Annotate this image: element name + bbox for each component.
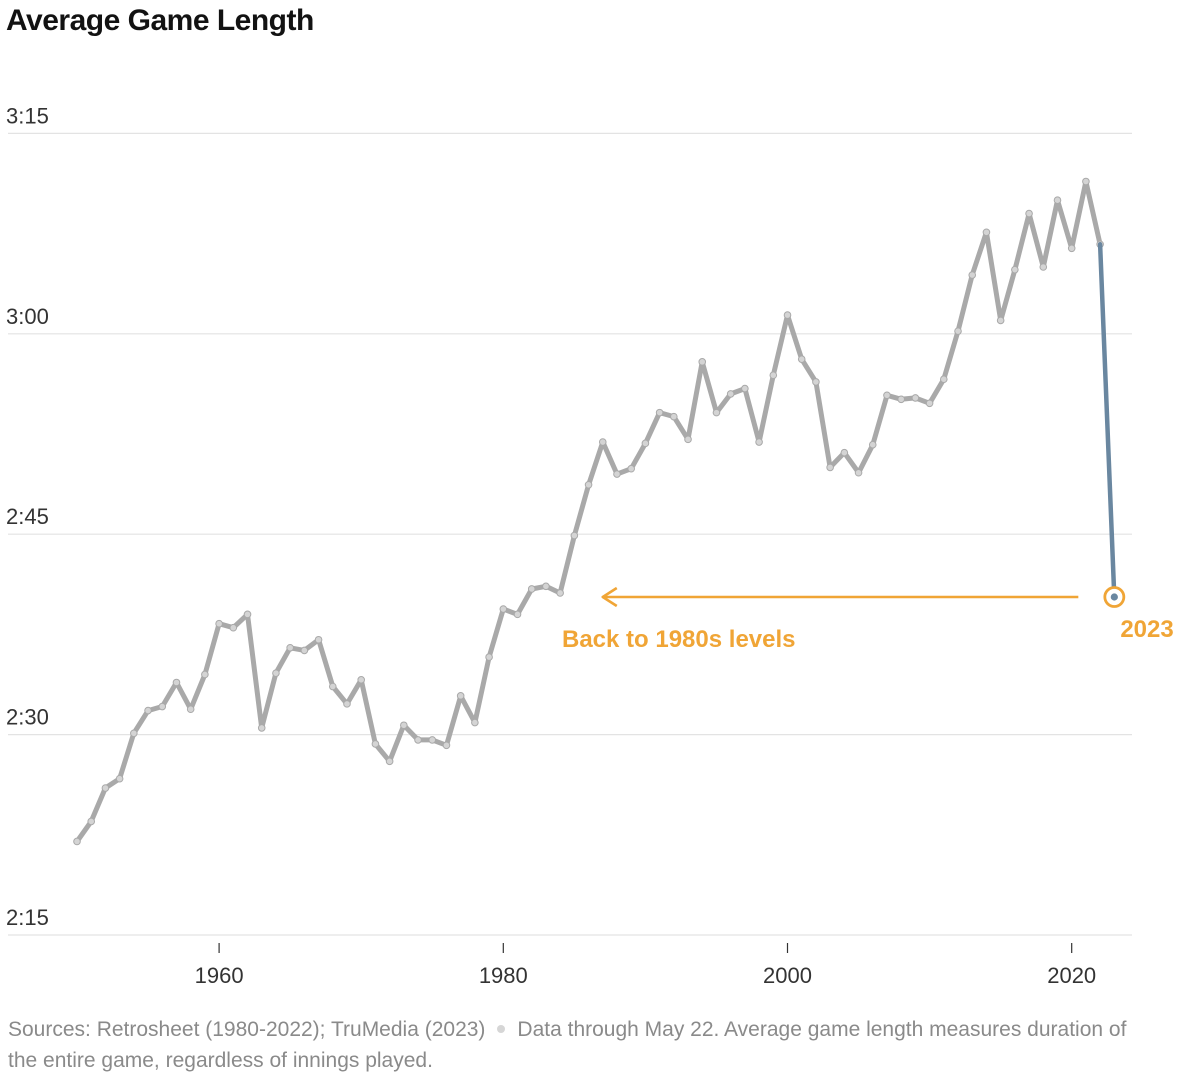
y-tick-label: 2:15 — [6, 905, 49, 930]
annotation-label: Back to 1980s levels — [562, 626, 796, 653]
x-tick-label: 1960 — [195, 963, 244, 988]
y-axis: 2:15 2:30 2:45 3:00 3:15 — [6, 103, 49, 930]
data-point — [854, 468, 863, 477]
data-point — [584, 480, 593, 489]
data-point — [73, 837, 81, 846]
data-point — [115, 774, 124, 783]
data-point — [371, 740, 380, 748]
data-point — [655, 408, 664, 417]
annotation-layer: Back to 1980s levels 2023 — [562, 586, 1174, 653]
data-point — [172, 678, 181, 687]
data-point — [243, 610, 252, 619]
sources-text: Sources: Retrosheet (1980-2022); TruMedi… — [8, 1018, 486, 1041]
data-point — [613, 470, 621, 478]
data-point — [385, 757, 394, 766]
data-point — [144, 706, 152, 715]
data-point — [158, 702, 167, 711]
data-point — [101, 784, 110, 792]
data-point — [1067, 244, 1076, 253]
data-point — [87, 817, 96, 826]
data-point — [257, 724, 266, 732]
data-note: Data through May 22. Average game length… — [8, 1018, 1127, 1072]
data-point — [883, 391, 891, 400]
data-point — [911, 394, 920, 402]
data-point — [783, 311, 792, 319]
data-point — [812, 378, 820, 386]
data-point — [982, 228, 991, 237]
data-point — [513, 610, 522, 619]
data-point — [684, 435, 692, 444]
series-line-historical — [74, 179, 1103, 844]
data-point — [357, 676, 366, 684]
data-point — [186, 705, 195, 714]
data-point — [272, 669, 280, 677]
data-point — [897, 395, 905, 404]
highlight-point — [1110, 593, 1118, 601]
data-point — [442, 741, 451, 750]
data-point — [598, 438, 607, 446]
separator-dot — [497, 1024, 506, 1033]
y-tick-label: 3:15 — [6, 103, 49, 128]
x-tick-label: 2020 — [1047, 963, 1096, 988]
x-axis: 1960 1980 2000 2020 — [195, 943, 1096, 988]
data-point — [499, 605, 508, 613]
data-point — [1082, 177, 1090, 186]
data-point — [712, 408, 721, 417]
data-point — [840, 448, 849, 457]
highlight-point-label: 2023 — [1120, 616, 1173, 643]
data-point — [1053, 196, 1062, 204]
data-point — [1025, 209, 1033, 218]
data-point — [698, 358, 707, 366]
data-point — [726, 390, 735, 398]
data-point — [641, 439, 650, 448]
gridlines — [8, 132, 1132, 936]
data-point — [130, 729, 138, 738]
data-point — [570, 531, 579, 540]
data-point — [1039, 263, 1048, 271]
y-tick-label: 2:45 — [6, 504, 49, 529]
data-point — [314, 635, 323, 644]
data-point — [428, 736, 437, 744]
data-point — [954, 327, 962, 335]
x-tick-label: 2000 — [763, 963, 812, 988]
data-point — [485, 653, 493, 661]
data-point — [400, 721, 408, 730]
data-point — [797, 355, 806, 363]
data-point — [556, 589, 564, 597]
y-tick-label: 3:00 — [6, 304, 49, 329]
data-point — [201, 670, 209, 679]
data-point — [755, 438, 763, 446]
data-point — [300, 646, 309, 655]
data-point — [471, 718, 479, 727]
data-point — [456, 692, 465, 700]
chart-title: Average Game Length — [6, 4, 314, 37]
data-point — [741, 384, 749, 393]
line-chart: 1960 1980 2000 2020 2:15 2:30 2:45 3:00 3:15 Ba… — [6, 103, 1174, 988]
data-point — [670, 412, 678, 421]
data-point — [1011, 265, 1019, 274]
data-point — [215, 619, 223, 628]
data-point — [527, 585, 536, 593]
annotation-arrowhead — [601, 586, 618, 608]
x-tick-label: 1980 — [479, 963, 528, 988]
data-point — [542, 582, 550, 591]
data-point — [328, 682, 337, 691]
data-point — [229, 623, 238, 632]
data-point — [343, 700, 351, 708]
data-point — [286, 643, 294, 652]
data-point — [868, 440, 877, 449]
y-tick-label: 2:30 — [6, 705, 49, 730]
data-point — [996, 316, 1005, 325]
data-point — [826, 463, 834, 472]
source-note: Sources: Retrosheet (1980-2022); TruMedi… — [8, 1014, 1158, 1076]
series-layer — [73, 177, 1117, 846]
data-point — [968, 271, 977, 279]
data-point — [940, 375, 948, 384]
series-line-2023 — [1097, 242, 1117, 600]
data-point — [414, 736, 422, 744]
data-point — [925, 399, 934, 408]
data-point — [627, 464, 635, 473]
data-point — [769, 371, 778, 380]
